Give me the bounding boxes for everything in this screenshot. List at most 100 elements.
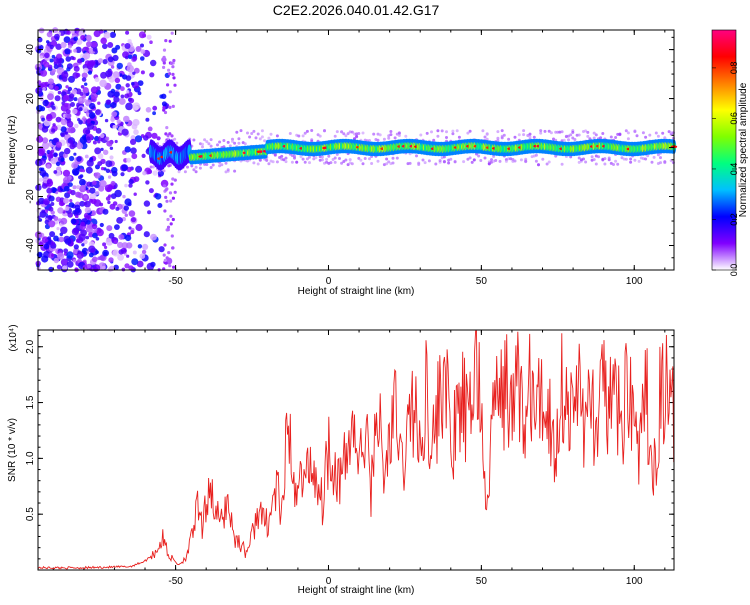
- band-halo: [265, 158, 269, 162]
- noise-speckle: [65, 112, 72, 119]
- noise-speckle: [111, 111, 118, 117]
- noise-speckle: [154, 193, 162, 200]
- band-halo: [440, 129, 444, 133]
- noise-speckle: [82, 116, 86, 120]
- noise-speckle: [104, 184, 113, 193]
- noise-speckle: [125, 83, 130, 88]
- noise-speckle: [63, 185, 70, 192]
- noise-speckle: [152, 170, 158, 176]
- band-halo: [239, 129, 243, 133]
- noise-speckle: [79, 178, 86, 186]
- band-halo: [436, 129, 440, 133]
- band-halo: [368, 157, 371, 161]
- noise-speckle: [53, 153, 57, 157]
- noise-speckle: [145, 117, 150, 122]
- band-halo: [342, 132, 346, 136]
- band-halo: [519, 158, 523, 162]
- band-halo: [293, 154, 296, 158]
- noise-speckle: [48, 220, 56, 228]
- noise-speckle: [125, 30, 130, 35]
- heatmap-y-axis-label: Frequency (Hz): [7, 116, 18, 185]
- noise-speckle: [110, 117, 115, 122]
- noise-speckle: [73, 65, 80, 72]
- band-halo: [528, 135, 532, 139]
- band-halo: [305, 129, 309, 133]
- noise-speckle: [92, 256, 98, 263]
- noise-speckle: [43, 198, 50, 206]
- noise-speckle: [133, 176, 140, 183]
- band-halo: [496, 138, 500, 142]
- noise-speckle: [41, 255, 49, 263]
- noise-speckle: [128, 183, 133, 188]
- noise-speckle: [162, 184, 167, 188]
- noise-speckle: [63, 102, 69, 108]
- band-halo: [209, 166, 213, 169]
- noise-speckle: [67, 86, 73, 92]
- noise-speckle: [88, 245, 96, 253]
- noise-speckle: [87, 70, 93, 75]
- band-halo: [333, 156, 337, 160]
- noise-speckle: [88, 109, 93, 114]
- band-halo: [466, 131, 470, 135]
- band-halo: [387, 160, 391, 164]
- noise-speckle: [71, 228, 79, 236]
- band-halo: [205, 140, 209, 144]
- band-halo: [592, 131, 596, 135]
- noise-speckle: [61, 71, 69, 79]
- noise-speckle: [63, 176, 70, 184]
- band-halo: [391, 161, 395, 165]
- band-halo: [524, 159, 528, 163]
- band-halo: [537, 163, 540, 167]
- noise-speckle: [87, 122, 94, 130]
- band-halo: [447, 161, 451, 165]
- noise-speckle: [110, 65, 115, 69]
- noise-speckle: [74, 123, 79, 129]
- band-halo: [203, 138, 207, 142]
- band-halo: [507, 137, 511, 141]
- noise-speckle: [127, 202, 132, 207]
- band-halo: [305, 157, 309, 161]
- band-halo: [419, 133, 423, 137]
- snr-x-tick-label: 100: [626, 576, 643, 587]
- band-halo: [156, 142, 160, 146]
- noise-speckle: [102, 249, 109, 257]
- noise-speckle: [84, 206, 92, 214]
- band-halo: [571, 130, 575, 134]
- noise-speckle: [102, 242, 107, 247]
- band-halo: [340, 130, 344, 134]
- band-halo: [483, 135, 487, 139]
- noise-speckle: [128, 226, 132, 230]
- band-halo: [391, 156, 395, 160]
- noise-speckle: [76, 156, 82, 162]
- snr-y-tick-label: 1.0: [25, 451, 36, 465]
- noise-speckle: [91, 41, 98, 48]
- band-halo: [246, 131, 249, 135]
- noise-speckle: [102, 208, 109, 215]
- band-halo: [201, 145, 204, 149]
- noise-speckle: [86, 159, 94, 167]
- band-halo: [500, 136, 504, 140]
- band-halo: [175, 141, 179, 145]
- band-halo: [218, 140, 222, 144]
- band-halo: [344, 158, 348, 162]
- heatmap-axes: -50 0 50 100 -40 -20 0 20 40: [25, 30, 674, 287]
- noise-speckle: [73, 48, 77, 53]
- noise-speckle: [78, 233, 86, 241]
- figure-title: C2E2.2026.040.01.42.G17: [273, 2, 440, 18]
- band-halo: [588, 137, 592, 141]
- noise-speckle: [170, 134, 174, 138]
- noise-speckle: [82, 87, 89, 94]
- band-halo: [427, 159, 431, 163]
- band-halo: [299, 155, 303, 159]
- noise-speckle: [125, 102, 133, 111]
- noise-speckle: [164, 39, 168, 43]
- band-halo: [597, 155, 600, 159]
- noise-speckle: [97, 256, 101, 261]
- band-halo: [310, 129, 314, 132]
- noise-speckle: [168, 105, 172, 109]
- noise-speckle: [145, 180, 150, 185]
- band-halo: [635, 134, 639, 138]
- noise-speckle: [41, 209, 46, 214]
- noise-speckle: [98, 58, 103, 64]
- band-halo: [207, 142, 211, 146]
